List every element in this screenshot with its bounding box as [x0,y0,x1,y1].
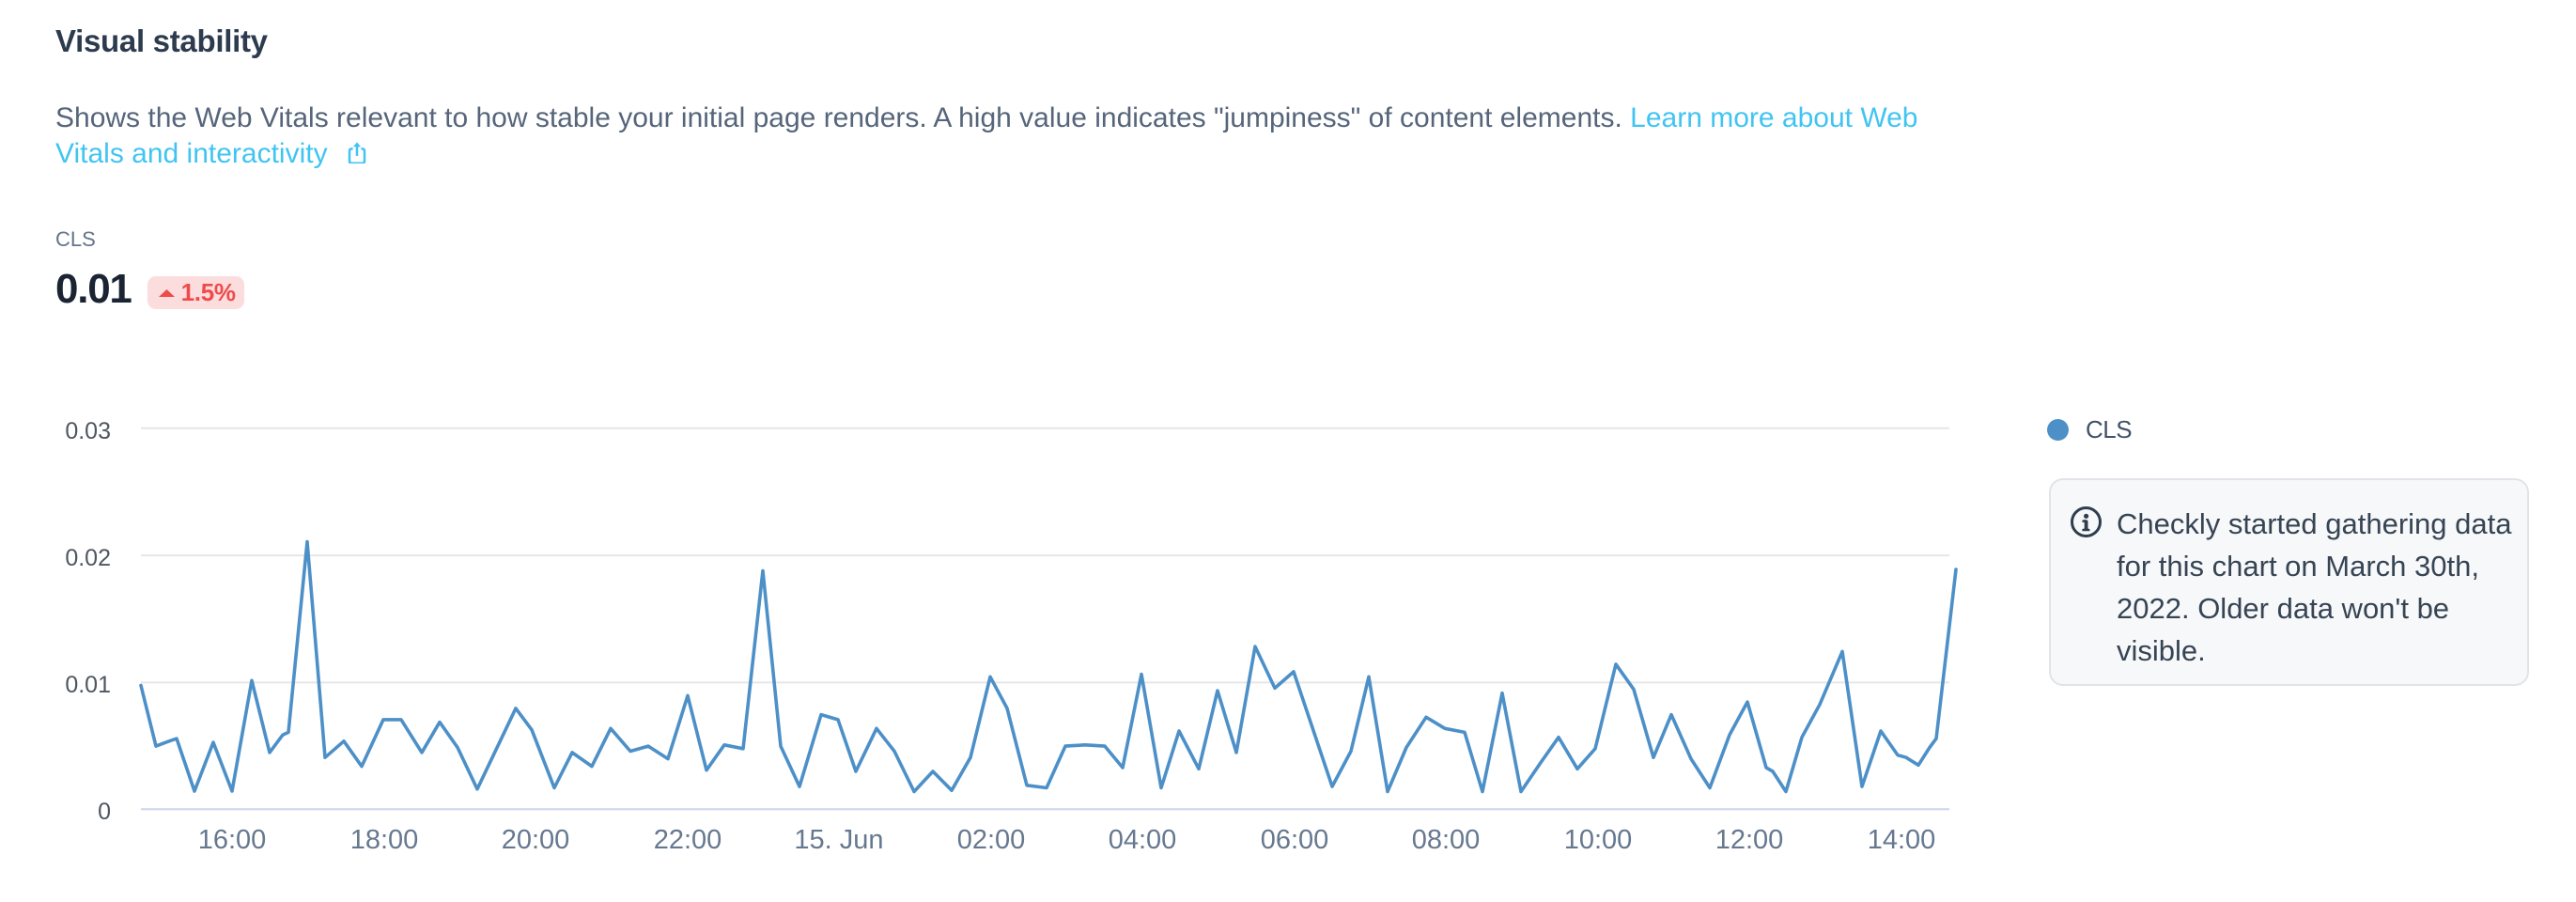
svg-text:08:00: 08:00 [1412,825,1481,855]
svg-text:14:00: 14:00 [1868,825,1936,855]
svg-text:0.03: 0.03 [65,418,111,444]
svg-text:0.01: 0.01 [65,672,111,698]
svg-text:02:00: 02:00 [957,825,1026,855]
svg-text:20:00: 20:00 [502,825,570,855]
svg-text:15. Jun: 15. Jun [794,825,883,855]
svg-text:22:00: 22:00 [654,825,722,855]
svg-text:18:00: 18:00 [350,825,419,855]
svg-text:12:00: 12:00 [1715,825,1784,855]
svg-text:04:00: 04:00 [1109,825,1177,855]
svg-text:10:00: 10:00 [1564,825,1633,855]
svg-text:06:00: 06:00 [1261,825,1329,855]
svg-text:0.02: 0.02 [65,545,111,571]
svg-text:0: 0 [98,799,111,825]
svg-text:16:00: 16:00 [198,825,267,855]
